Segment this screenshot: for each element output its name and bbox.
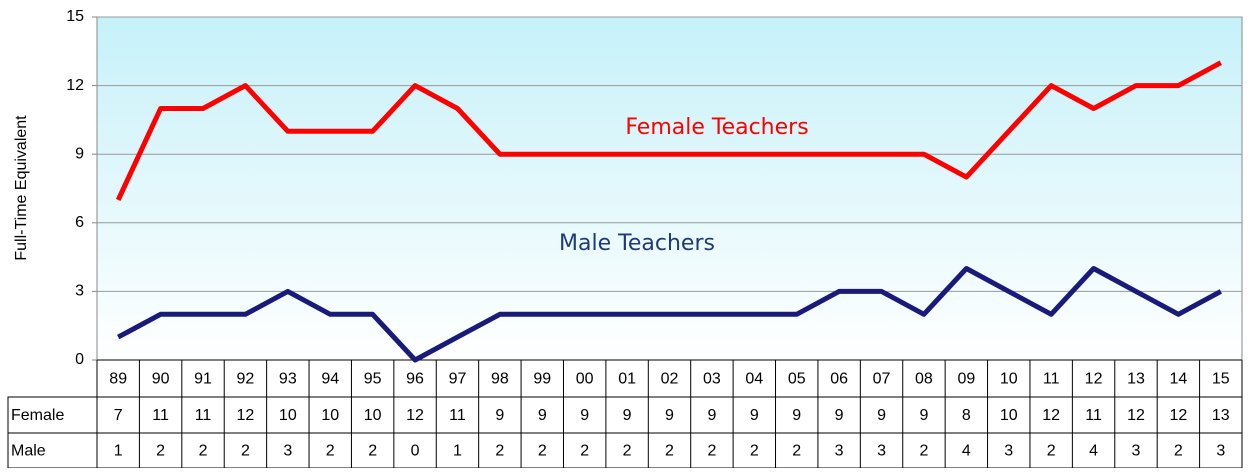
y-tick-label: 12	[66, 77, 84, 94]
table-cell: 3	[1216, 443, 1225, 460]
table-cell: 2	[919, 443, 928, 460]
table-cell: 2	[1047, 443, 1056, 460]
y-tick-label: 3	[75, 283, 84, 300]
x-tick-label: 10	[1000, 371, 1018, 388]
table-cell: 7	[114, 407, 123, 424]
x-tick-label: 05	[788, 371, 806, 388]
table-cell: 2	[750, 443, 759, 460]
series-line	[115, 60, 1222, 201]
y-tick-label: 15	[66, 8, 84, 25]
table-cell: 9	[580, 407, 589, 424]
y-tick-label: 9	[75, 145, 84, 162]
table-cell: 10	[364, 407, 382, 424]
table-cell: 10	[279, 407, 297, 424]
table-cell: 12	[1042, 407, 1060, 424]
x-tick-label: 92	[237, 371, 255, 388]
x-tick-label: 94	[321, 371, 339, 388]
table-cell: 2	[623, 443, 632, 460]
x-tick-label: 15	[1212, 371, 1230, 388]
x-tick-label: 95	[364, 371, 382, 388]
x-tick-label: 91	[194, 371, 212, 388]
table-cell: 9	[792, 407, 801, 424]
table-cell: 11	[152, 407, 169, 424]
table-cell: 0	[411, 443, 420, 460]
x-tick-label: 12	[1085, 371, 1103, 388]
table-cell: 11	[195, 407, 212, 424]
table-cell: 11	[449, 407, 466, 424]
x-tick-label: 13	[1127, 371, 1145, 388]
x-tick-label: 06	[830, 371, 848, 388]
table-row-label: Male	[11, 443, 46, 460]
x-tick-label: 08	[915, 371, 933, 388]
table-cell: 2	[665, 443, 674, 460]
x-tick-label: 93	[279, 371, 297, 388]
x-tick-label: 07	[873, 371, 891, 388]
table-cell: 2	[156, 443, 165, 460]
table-cell: 12	[406, 407, 424, 424]
table-cell: 2	[792, 443, 801, 460]
y-tick-label: 6	[75, 214, 84, 231]
table-cell: 2	[199, 443, 208, 460]
table-cell: 2	[326, 443, 335, 460]
x-tick-label: 02	[661, 371, 679, 388]
x-tick-label: 97	[449, 371, 467, 388]
x-tick-label: 89	[109, 371, 127, 388]
table-cell: 2	[241, 443, 250, 460]
table-cell: 9	[623, 407, 632, 424]
x-tick-label: 96	[406, 371, 424, 388]
table-cell: 9	[538, 407, 547, 424]
table-cell: 9	[495, 407, 504, 424]
table-cell: 4	[1089, 443, 1098, 460]
table-row-label: Female	[11, 407, 64, 424]
table-cell: 9	[835, 407, 844, 424]
series-line	[117, 266, 1222, 363]
table-cell: 1	[114, 443, 123, 460]
table-cell: 8	[962, 407, 971, 424]
annotation: Female Teachers	[625, 115, 808, 140]
table-cell: 4	[962, 443, 971, 460]
table-cell: 2	[495, 443, 504, 460]
table-cell: 2	[1174, 443, 1183, 460]
table-cell: 1	[453, 443, 462, 460]
table-cell: 9	[877, 407, 886, 424]
table-cell: 3	[835, 443, 844, 460]
x-tick-label: 90	[152, 371, 170, 388]
table-cell: 3	[1004, 443, 1013, 460]
table-cell: 2	[580, 443, 589, 460]
plot-area	[96, 16, 1243, 361]
table-cell: 13	[1212, 407, 1230, 424]
table-cell: 9	[707, 407, 716, 424]
table-cell: 2	[368, 443, 377, 460]
table-cell: 3	[877, 443, 886, 460]
table-cell: 11	[1085, 407, 1102, 424]
y-tick-label: 0	[75, 351, 84, 368]
x-tick-label: 99	[533, 371, 551, 388]
y-axis-label: Full-Time Equivalent	[13, 115, 30, 261]
table-cell: 12	[1127, 407, 1145, 424]
table-cell: 3	[283, 443, 292, 460]
table-cell: 2	[707, 443, 716, 460]
table-cell: 9	[919, 407, 928, 424]
table-cell: 12	[1169, 407, 1187, 424]
table-cell: 9	[750, 407, 759, 424]
table-cell: 10	[321, 407, 339, 424]
table-cell: 3	[1132, 443, 1141, 460]
table-cell: 2	[538, 443, 547, 460]
annotation: Male Teachers	[559, 231, 715, 256]
table-cell: 12	[237, 407, 255, 424]
table-cell: 10	[1000, 407, 1018, 424]
x-tick-label: 98	[491, 371, 509, 388]
x-tick-label: 11	[1043, 371, 1060, 388]
x-tick-label: 03	[703, 371, 721, 388]
table-cell: 9	[665, 407, 674, 424]
x-tick-label: 14	[1169, 371, 1187, 388]
x-tick-label: 04	[745, 371, 763, 388]
x-tick-label: 09	[957, 371, 975, 388]
x-tick-label: 01	[618, 371, 636, 388]
x-tick-label: 00	[576, 371, 594, 388]
